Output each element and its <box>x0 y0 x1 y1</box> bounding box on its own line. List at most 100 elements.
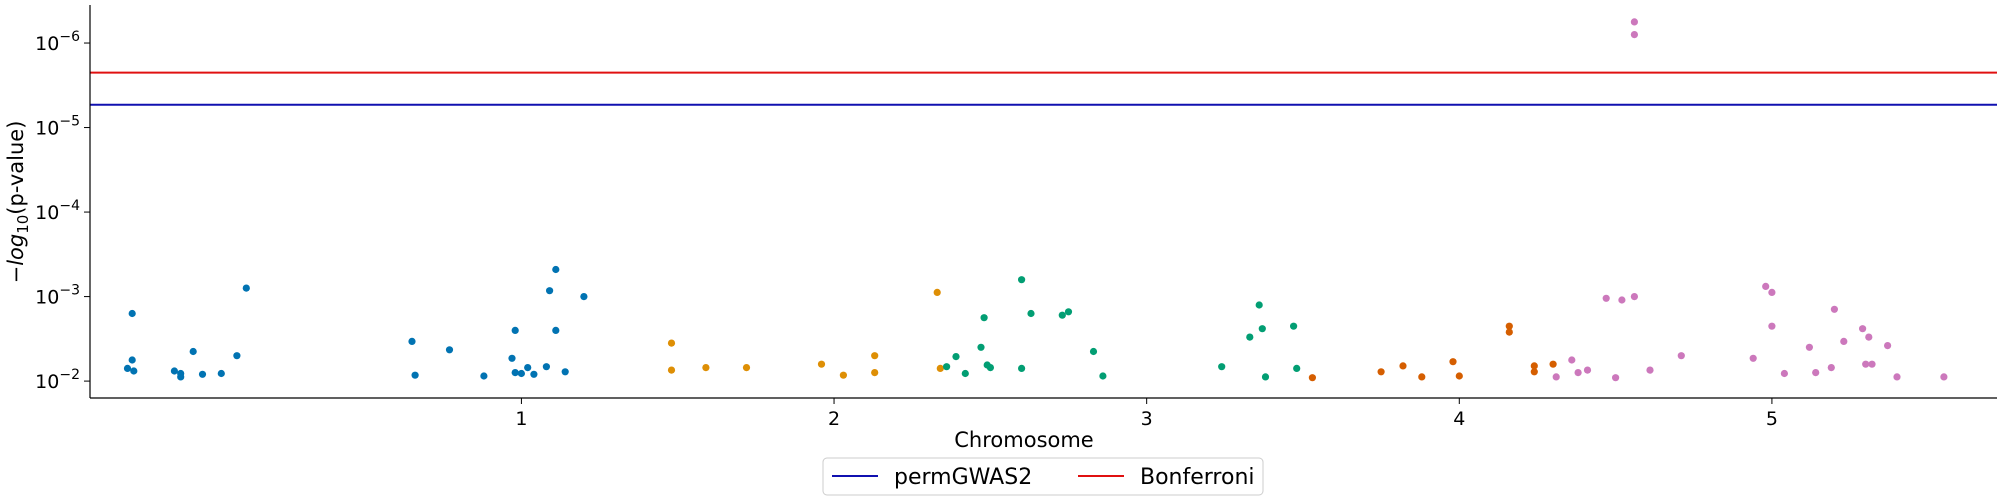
data-point-chr2-3 <box>742 364 751 372</box>
data-point-chr4-6 <box>1505 322 1513 330</box>
data-point-chr2-5 <box>839 371 848 379</box>
data-point-chr1-9 <box>217 369 225 378</box>
data-point-chr1-18 <box>511 369 519 377</box>
y-tick-label: 10−6 <box>35 29 80 55</box>
data-point-chr1-23 <box>546 287 554 295</box>
data-point-chr3-7 <box>1018 276 1026 284</box>
data-point-chr1-11 <box>242 284 250 292</box>
data-point-chr1-3 <box>128 309 136 318</box>
data-point-chr3-8 <box>1018 364 1026 372</box>
data-point-chr5-22 <box>1859 325 1867 333</box>
y-tick-label: 10−4 <box>35 198 80 224</box>
data-point-chr3-4 <box>980 314 988 322</box>
data-point-chr1-17 <box>511 326 519 334</box>
data-point-chr5-17 <box>1805 343 1813 351</box>
data-point-chr5-19 <box>1827 364 1835 372</box>
x-tick-label: 1 <box>515 408 527 430</box>
x-tick-label: 5 <box>1766 408 1778 430</box>
data-point-chr3-3 <box>977 343 985 351</box>
data-point-chr1-6 <box>177 369 185 378</box>
data-point-chr2-7 <box>871 352 879 360</box>
data-point-chr5-16 <box>1780 369 1788 378</box>
data-point-chr5-4 <box>1602 294 1610 302</box>
data-point-chr1-8 <box>198 370 207 378</box>
data-point-chr3-16 <box>1255 301 1263 309</box>
y-tick-label: 10−2 <box>35 367 80 393</box>
data-point-chr1-26 <box>561 368 569 376</box>
data-point-chr5-9 <box>1630 293 1638 301</box>
data-point-chr3-18 <box>1261 373 1270 381</box>
x-tick-label: 3 <box>1141 408 1153 430</box>
data-point-chr5-23 <box>1862 360 1870 368</box>
data-point-chr5-26 <box>1884 342 1892 350</box>
data-point-chr5-27 <box>1893 373 1901 381</box>
legend-box <box>822 457 1264 496</box>
data-point-chr5-12 <box>1749 354 1757 362</box>
data-point-chr1-0 <box>123 364 132 372</box>
data-point-chr5-3 <box>1583 366 1592 374</box>
data-point-chr1-22 <box>542 363 551 371</box>
data-point-chr5-20 <box>1830 305 1838 313</box>
data-point-chr2-8 <box>933 288 941 296</box>
data-point-chr5-13 <box>1762 282 1770 290</box>
legend-label-bonferroni: Bonferroni <box>1140 465 1255 490</box>
data-point-chr5-10 <box>1646 366 1654 374</box>
data-point-chr3-2 <box>961 369 969 378</box>
y-tick-label: 10−3 <box>35 283 80 309</box>
data-point-chr1-24 <box>552 265 560 274</box>
data-point-chr3-9 <box>1027 309 1035 318</box>
data-point-chr2-9 <box>936 364 944 372</box>
data-point-chr4-4 <box>1449 358 1457 366</box>
x-tick-label: 4 <box>1453 408 1465 430</box>
data-point-chr5-28 <box>1940 373 1948 381</box>
data-point-chr3-6 <box>986 364 995 372</box>
data-point-chr5-0 <box>1552 373 1560 381</box>
data-point-chr2-1 <box>667 366 676 374</box>
data-point-chr1-7 <box>189 347 197 356</box>
data-point-chr5-1 <box>1568 356 1576 364</box>
data-point-chr3-19 <box>1290 322 1298 330</box>
data-point-chr1-25 <box>552 326 560 334</box>
data-point-chr4-10 <box>1549 360 1557 368</box>
data-point-chr1-15 <box>480 372 488 380</box>
data-point-chr3-14 <box>1218 363 1226 371</box>
threshold-lines <box>90 71 1997 106</box>
x-axis-label: Chromosome <box>954 428 1093 452</box>
y-tick-label: 10−5 <box>35 114 80 140</box>
data-point-chr5-11 <box>1677 352 1685 360</box>
data-point-chr3-11 <box>1064 308 1073 316</box>
data-point-chr5-5 <box>1612 374 1620 382</box>
legend-label-permgwas2: permGWAS2 <box>894 465 1032 490</box>
data-point-chr4-5 <box>1455 372 1463 380</box>
data-point-chr1-19 <box>517 369 526 378</box>
data-point-chr4-7 <box>1505 328 1513 336</box>
data-point-chr5-2 <box>1574 369 1582 377</box>
data-point-chr5-18 <box>1812 369 1820 377</box>
data-point-chr5-21 <box>1840 337 1848 345</box>
data-point-chr3-1 <box>952 353 960 361</box>
data-point-chr3-17 <box>1258 325 1266 333</box>
data-point-chr4-8 <box>1530 362 1538 370</box>
data-point-chr5-8 <box>1630 30 1638 39</box>
data-point-chr1-1 <box>128 356 136 364</box>
x-tick-label: 2 <box>828 408 840 430</box>
data-point-chr2-2 <box>702 364 710 372</box>
data-point-chr5-14 <box>1768 288 1776 296</box>
data-point-chr2-0 <box>667 339 676 347</box>
data-point-chr5-6 <box>1618 296 1626 304</box>
x-axis-ticks: 1 2 3 4 5 <box>515 398 1778 430</box>
legend: permGWAS2 Bonferroni <box>822 457 1264 496</box>
data-points <box>123 18 1948 382</box>
data-point-chr4-0 <box>1308 374 1316 382</box>
data-point-chr4-3 <box>1418 373 1426 381</box>
axes <box>89 5 1997 399</box>
data-point-chr3-20 <box>1293 364 1301 372</box>
data-point-chr1-4 <box>170 367 178 375</box>
y-axis-label: −log10(p-value) <box>4 121 32 284</box>
data-point-chr1-27 <box>580 293 588 301</box>
data-point-chr5-24 <box>1865 333 1873 341</box>
data-point-chr4-1 <box>1377 368 1385 376</box>
data-point-chr5-25 <box>1868 360 1876 368</box>
data-point-chr1-16 <box>508 354 516 362</box>
